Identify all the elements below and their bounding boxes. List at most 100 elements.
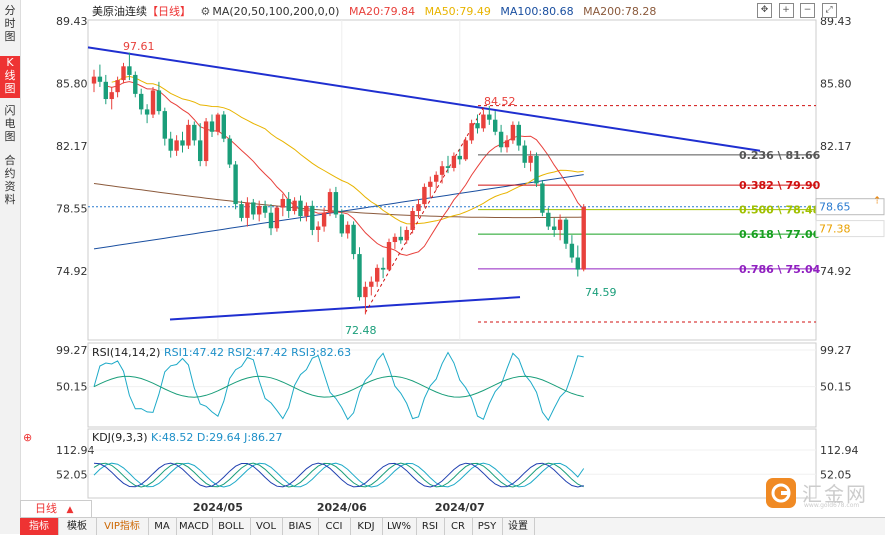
candle-body — [339, 214, 344, 234]
rsi2-value: RSI2:47.42 — [227, 346, 288, 359]
indicator-tab[interactable]: BOLL — [212, 518, 251, 535]
candle-body — [439, 166, 445, 175]
kdj-j-value: J:86.27 — [244, 431, 283, 444]
annotation-high: 97.61 — [123, 40, 155, 53]
candle-body — [333, 192, 339, 215]
candle-body — [380, 267, 386, 270]
candle-body — [133, 74, 138, 94]
y-tick-label-left: 74.92 — [56, 265, 88, 278]
candle-body — [398, 236, 403, 241]
kdj-y-label-left: 52.05 — [56, 468, 88, 481]
indicator-tab[interactable]: CR — [444, 518, 473, 535]
candle-body — [251, 202, 256, 215]
main-legend: 美原油连续【日线】 ⚙ MA(20,50,100,200,0,0) MA20:79… — [92, 3, 662, 18]
indicator-tab[interactable]: 指标 — [20, 518, 59, 535]
candle-body — [203, 121, 209, 162]
current-price-label: 78.65 — [819, 201, 851, 214]
candle-body — [345, 224, 350, 234]
indicator-tab[interactable]: VOL — [250, 518, 283, 535]
candle-body — [221, 114, 226, 139]
sidebar-tab-flash[interactable]: 闪电图 — [4, 104, 16, 143]
candle-body — [286, 198, 291, 212]
period-tag: 【日线】 — [147, 5, 191, 18]
candle-body — [239, 204, 244, 218]
logo-url: www.gold678.com — [804, 502, 860, 509]
extra-price-box — [815, 220, 885, 238]
candle-body — [257, 205, 262, 215]
indicator-tab[interactable]: RSI — [416, 518, 445, 535]
annotation-mid-high: 84.52 — [484, 95, 516, 108]
candle-body — [581, 206, 586, 270]
indicator-tab[interactable]: BIAS — [282, 518, 319, 535]
candle-body — [327, 192, 333, 213]
chart-toolbar: ✥ + − ⤢ — [754, 2, 837, 18]
scroll-up-icon: ⇡ — [873, 196, 881, 207]
candle-body — [434, 174, 439, 182]
candle-body — [180, 140, 185, 146]
candle-body — [144, 109, 150, 115]
crosshair-icon[interactable]: ⊕ — [23, 431, 33, 444]
ma100-value: MA100:80.68 — [500, 5, 574, 18]
indicator-tab[interactable]: MACD — [176, 518, 213, 535]
candle-body — [351, 224, 356, 255]
indicator-tab[interactable]: MA — [148, 518, 177, 535]
rsi1-value: RSI1:47.42 — [163, 346, 225, 359]
candle-body — [198, 140, 203, 162]
trendline-upper — [87, 46, 761, 152]
y-tick-label-left: 82.17 — [56, 140, 88, 153]
extra-price-label: 77.38 — [819, 223, 851, 236]
candle-body — [457, 155, 462, 160]
x-tick-label: 2024/06 — [317, 501, 367, 514]
candle-body — [168, 138, 173, 151]
candle-body — [563, 219, 569, 244]
y-tick-label-left: 89.43 — [56, 15, 88, 28]
candle-body — [156, 90, 162, 112]
trendline-lower — [169, 296, 521, 321]
rsi-y-label-left: 50.15 — [56, 381, 88, 394]
zoom-in-icon[interactable]: + — [778, 3, 794, 18]
current-price-box — [815, 198, 885, 216]
move-icon[interactable]: ✥ — [757, 3, 772, 18]
indicator-tab[interactable]: KDJ — [350, 518, 383, 535]
candle-body — [91, 76, 97, 84]
zoom-out-icon[interactable]: − — [800, 3, 815, 18]
candle-body — [404, 229, 409, 241]
candle-body — [481, 114, 486, 129]
indicator-tab[interactable]: 模板 — [58, 518, 97, 535]
period-selector[interactable]: 日线 ▲ — [20, 500, 92, 518]
kdj-y-label-left: 112.94 — [56, 444, 95, 457]
candle-body — [280, 198, 285, 208]
sidebar-tab-contract[interactable]: 合约资料 — [4, 154, 16, 206]
annotation-last-low: 74.59 — [585, 286, 617, 299]
sidebar-tab-timeshare[interactable]: 分时图 — [4, 4, 16, 43]
y-tick-label-right: 89.43 — [820, 15, 852, 28]
candle-body — [534, 155, 539, 184]
candle-body — [316, 226, 321, 230]
fib-label: 0.786 \ 75.04 — [739, 263, 821, 276]
indicator-tab[interactable]: CCI — [318, 518, 351, 535]
annotation-low: 72.48 — [345, 324, 377, 337]
candle-body — [369, 281, 374, 287]
fib-label: 0.236 \ 81.66 — [739, 149, 821, 162]
indicator-tab[interactable]: PSY — [472, 518, 503, 535]
y-tick-label-left: 85.80 — [56, 78, 88, 91]
candle-body — [498, 131, 504, 148]
indicator-tab[interactable]: 设置 — [502, 518, 535, 535]
rsi-y-label-left: 99.27 — [56, 344, 88, 357]
indicator-tab[interactable]: LW% — [382, 518, 417, 535]
candle-body — [192, 124, 197, 141]
kdj-line — [93, 462, 584, 488]
candle-body — [557, 219, 563, 230]
fullscreen-icon[interactable]: ⤢ — [821, 3, 837, 18]
rsi-legend: RSI(14,14,2) RSI1:47.42 RSI2:47.42 RSI3:… — [92, 346, 351, 359]
candle-body — [569, 243, 575, 258]
candle-body — [575, 257, 580, 270]
candle-body — [487, 114, 492, 120]
indicator-tab[interactable]: VIP指标 — [96, 518, 149, 535]
candle-body — [298, 200, 303, 217]
candle-body — [552, 226, 557, 230]
y-tick-label-right: 74.92 — [820, 265, 852, 278]
ma-settings-icon[interactable]: ⚙ — [200, 5, 211, 18]
